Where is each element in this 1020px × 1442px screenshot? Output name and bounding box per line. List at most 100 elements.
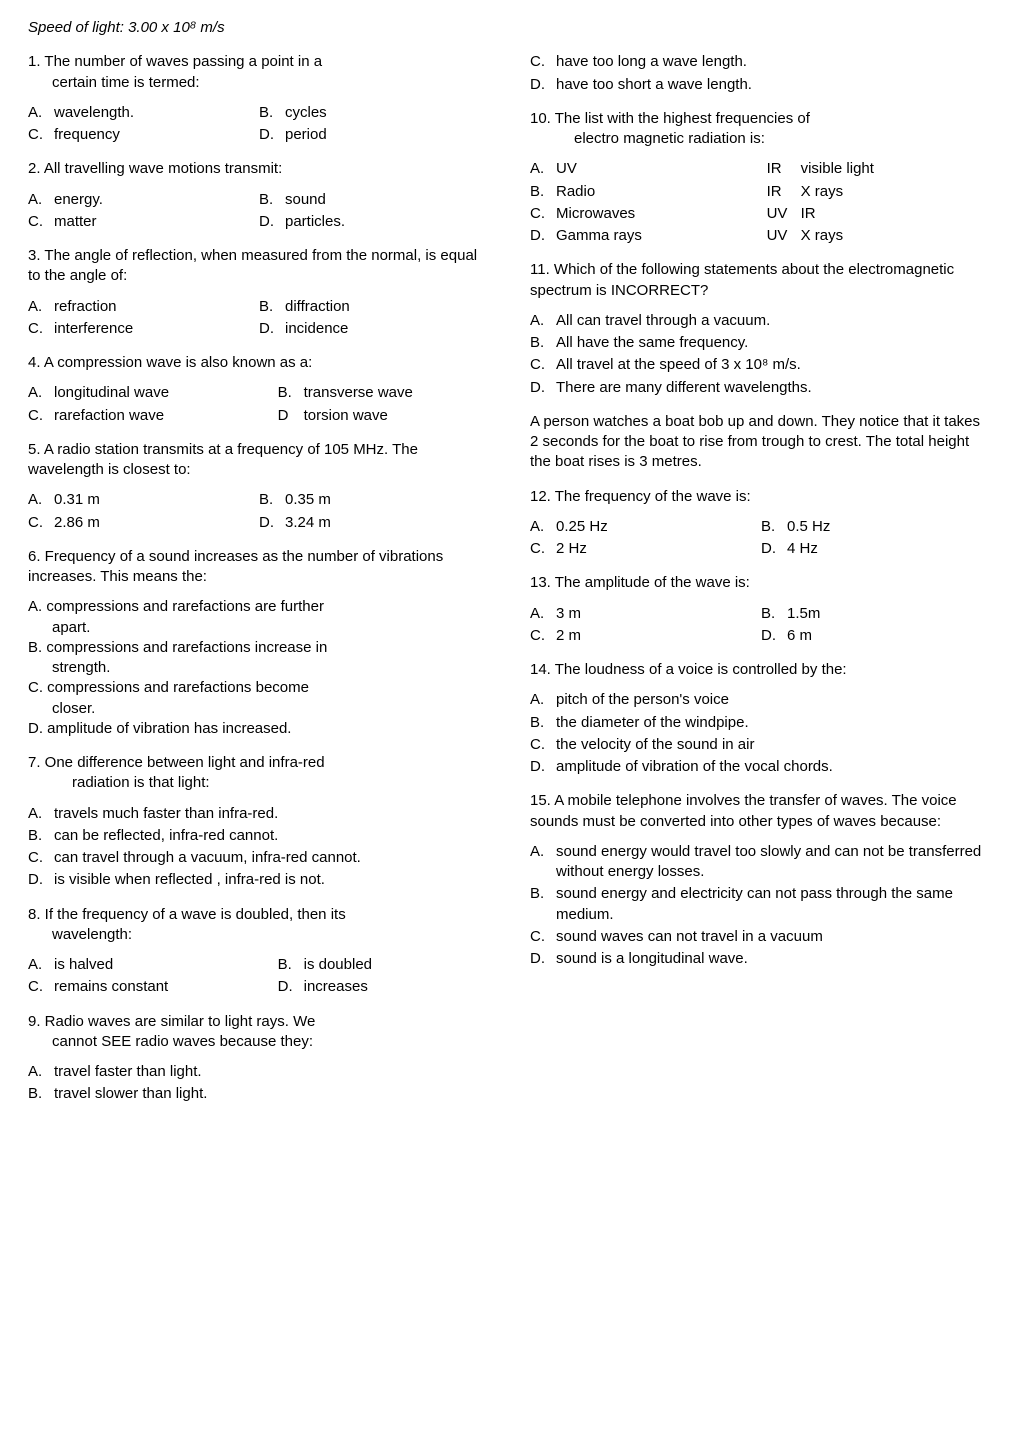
opt-label: B. [530,333,556,353]
opt-label: A. [28,490,54,510]
context-paragraph: A person watches a boat bob up and down.… [530,412,992,473]
q9-text2: cannot SEE radio waves because they: [28,1032,490,1052]
opt-value: rarefaction wave [54,406,278,426]
opt-label: B. [259,490,285,510]
opt-value: All have the same frequency. [556,333,992,353]
opt-value: travels much faster than infra-red. [54,804,490,824]
q8-text2: wavelength: [28,925,490,945]
opt-value: 1.5m [787,604,992,624]
opt-label: A. [530,604,556,624]
opt-value: matter [54,212,259,232]
opt-label: C. [28,848,54,868]
opt-label: B. [278,383,304,403]
question-4: 4. A compression wave is also known as a… [28,353,490,426]
opt-label: C. [530,735,556,755]
question-14: 14. The loudness of a voice is controlle… [530,660,992,777]
opt-value: 2.86 m [54,513,259,533]
q6-optD: D. amplitude of vibration has increased. [28,719,490,739]
opt-label: D. [278,977,304,997]
opt-value: frequency [54,125,259,145]
opt-value: 2 m [556,626,761,646]
question-9: 9. Radio waves are similar to light rays… [28,1012,490,1105]
opt-label: A. [28,103,54,123]
opt-label: D [278,406,304,426]
opt-label: B. [28,826,54,846]
opt-value: energy. [54,190,259,210]
opt-value: 0.35 m [285,490,490,510]
q6-optC: C. compressions and rarefactions become [28,678,490,698]
opt-value: Gamma rays [556,226,767,246]
opt-label: D. [530,75,556,95]
opt-label: C. [530,52,556,72]
opt-label: B. [530,713,556,733]
opt-value: IR [801,204,992,224]
q3-text: 3. The angle of reflection, when measure… [28,246,490,287]
opt-value: There are many different wavelengths. [556,378,992,398]
opt-value: IR [767,159,801,179]
question-3: 3. The angle of reflection, when measure… [28,246,490,339]
opt-value: sound waves can not travel in a vacuum [556,927,992,947]
opt-value: longitudinal wave [54,383,278,403]
opt-value: is halved [54,955,278,975]
opt-value: cycles [285,103,490,123]
q7-text2: radiation is that light: [28,773,490,793]
opt-value: pitch of the person's voice [556,690,992,710]
opt-label: D. [259,513,285,533]
opt-value: visible light [801,159,992,179]
opt-value: can be reflected, infra-red cannot. [54,826,490,846]
q2-text: 2. All travelling wave motions transmit: [28,159,490,179]
opt-value: X rays [801,226,992,246]
opt-label: A. [530,690,556,710]
right-column: C.have too long a wave length. D.have to… [530,52,992,1118]
question-10: 10. The list with the highest frequencie… [530,109,992,247]
q8-text: 8. If the frequency of a wave is doubled… [28,905,490,925]
q14-text: 14. The loudness of a voice is controlle… [530,660,992,680]
opt-label: D. [259,212,285,232]
opt-label: D. [530,757,556,777]
question-8: 8. If the frequency of a wave is doubled… [28,905,490,998]
opt-value: 0.5 Hz [787,517,992,537]
opt-label: C. [28,977,54,997]
opt-value: Microwaves [556,204,767,224]
opt-value: the diameter of the windpipe. [556,713,992,733]
opt-label: C. [28,125,54,145]
opt-value: torsion wave [304,406,490,426]
question-1: 1. The number of waves passing a point i… [28,52,490,145]
opt-value: period [285,125,490,145]
q11-text: 11. Which of the following statements ab… [530,260,992,301]
opt-value: 3.24 m [285,513,490,533]
question-11: 11. Which of the following statements ab… [530,260,992,398]
opt-value: 0.31 m [54,490,259,510]
page-header: Speed of light: 3.00 x 10⁸ m/s [28,18,992,38]
opt-value: refraction [54,297,259,317]
opt-label: B. [28,1084,54,1104]
question-9-cont: C.have too long a wave length. D.have to… [530,52,992,95]
opt-label: C. [28,513,54,533]
opt-value: particles. [285,212,490,232]
q4-text: 4. A compression wave is also known as a… [28,353,490,373]
q15-text: 15. A mobile telephone involves the tran… [530,791,992,832]
opt-label: C. [28,212,54,232]
opt-value: UV [767,226,801,246]
question-12: 12. The frequency of the wave is: A.0.25… [530,487,992,560]
question-5: 5. A radio station transmits at a freque… [28,440,490,533]
opt-value: 0.25 Hz [556,517,761,537]
opt-value: travel faster than light. [54,1062,490,1082]
opt-label: D. [530,378,556,398]
opt-label: B. [530,884,556,925]
opt-value: 3 m [556,604,761,624]
opt-value: have too short a wave length. [556,75,992,95]
q9-text: 9. Radio waves are similar to light rays… [28,1012,490,1032]
q6-optA: A. compressions and rarefactions are fur… [28,597,490,617]
opt-label: A. [28,297,54,317]
q1-text: 1. The number of waves passing a point i… [28,52,490,72]
opt-label: D. [530,226,556,246]
opt-label: A. [530,842,556,883]
q6-optB: B. compressions and rarefactions increas… [28,638,490,658]
question-15: 15. A mobile telephone involves the tran… [530,791,992,969]
opt-label: C. [530,355,556,375]
opt-value: remains constant [54,977,278,997]
q12-text: 12. The frequency of the wave is: [530,487,992,507]
left-column: 1. The number of waves passing a point i… [28,52,490,1118]
opt-label: A. [28,955,54,975]
